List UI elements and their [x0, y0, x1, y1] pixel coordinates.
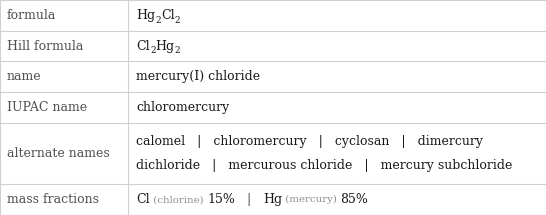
Text: Hg: Hg: [156, 40, 175, 53]
Text: Cl: Cl: [161, 9, 175, 22]
Text: 2: 2: [150, 46, 156, 55]
Text: calomel   |   chloromercury   |   cyclosan   |   dimercury: calomel | chloromercury | cyclosan | dim…: [136, 135, 484, 148]
Text: Hg: Hg: [136, 9, 156, 22]
Text: dichloride   |   mercurous chloride   |   mercury subchloride: dichloride | mercurous chloride | mercur…: [136, 159, 513, 172]
Text: chloromercury: chloromercury: [136, 101, 230, 114]
Text: alternate names: alternate names: [7, 147, 109, 160]
Text: (mercury): (mercury): [282, 195, 340, 204]
Text: mercury(I) chloride: mercury(I) chloride: [136, 70, 260, 83]
Text: formula: formula: [7, 9, 56, 22]
Text: mass fractions: mass fractions: [7, 193, 98, 206]
Text: Cl: Cl: [136, 193, 150, 206]
Text: IUPAC name: IUPAC name: [7, 101, 87, 114]
Text: (chlorine): (chlorine): [150, 195, 207, 204]
Text: 2: 2: [156, 15, 161, 25]
Text: name: name: [7, 70, 41, 83]
Text: 2: 2: [175, 15, 181, 25]
Text: |: |: [235, 193, 263, 206]
Text: Hill formula: Hill formula: [7, 40, 83, 53]
Text: Cl: Cl: [136, 40, 150, 53]
Text: 85%: 85%: [340, 193, 368, 206]
Text: 15%: 15%: [207, 193, 235, 206]
Text: 2: 2: [175, 46, 181, 55]
Text: Hg: Hg: [263, 193, 282, 206]
